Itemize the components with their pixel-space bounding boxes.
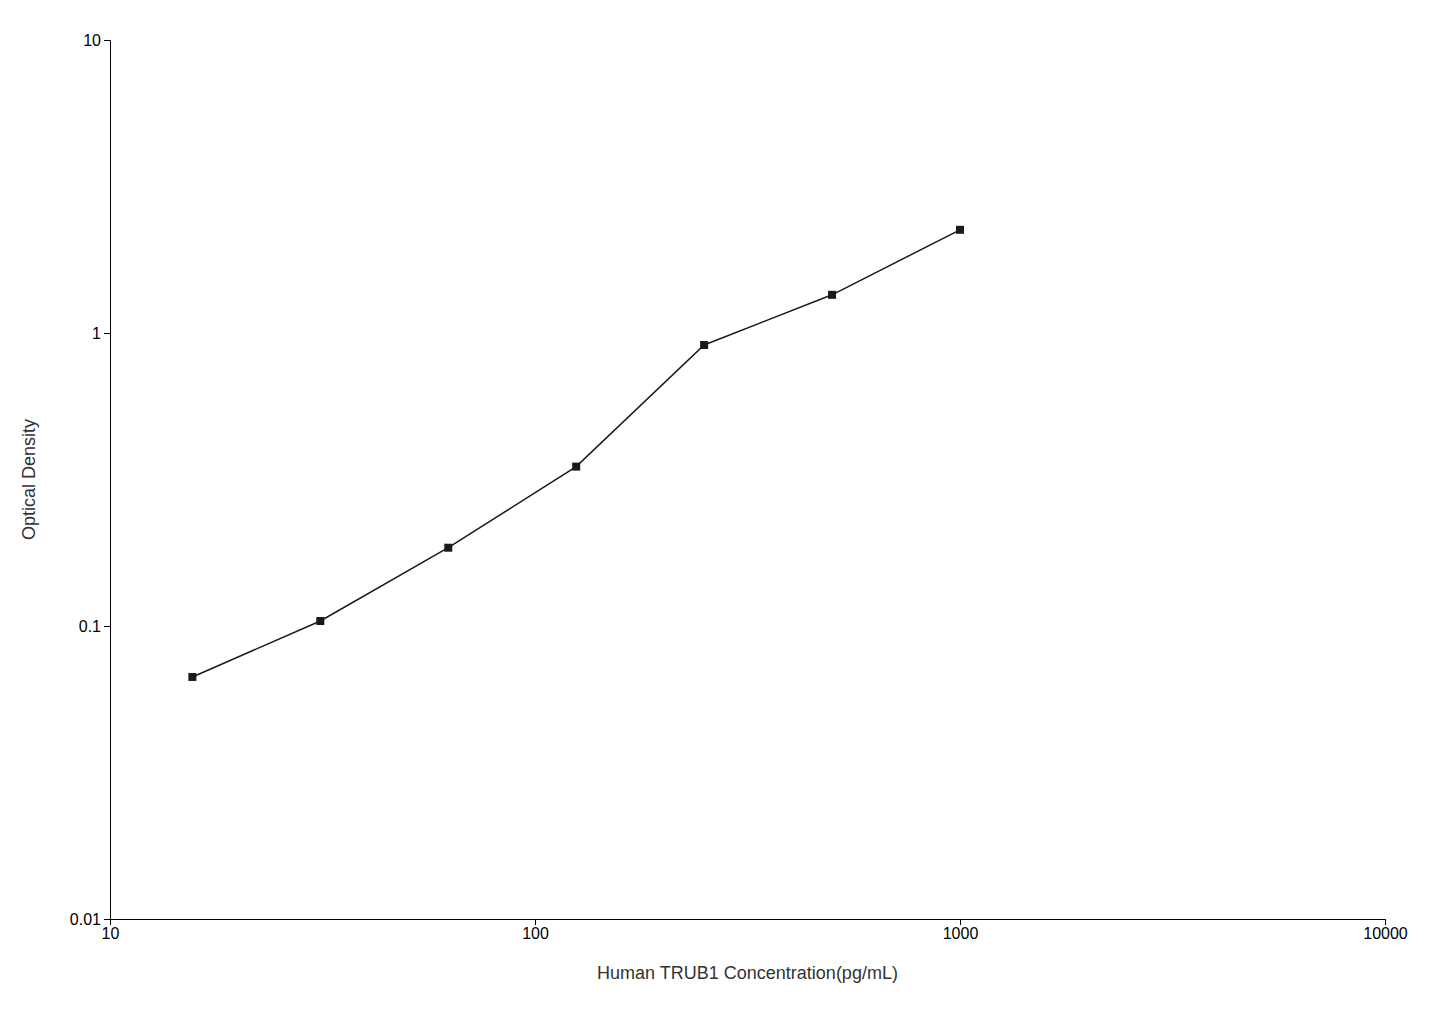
tick-mark xyxy=(104,626,110,627)
tick: 1000 xyxy=(943,919,979,942)
tick-mark xyxy=(104,333,110,334)
x-axis-title: Human TRUB1 Concentration(pg/mL) xyxy=(597,963,898,983)
tick-label: 100 xyxy=(522,925,549,942)
tick-label: 10 xyxy=(102,925,120,942)
chart: 10 100 1000 10000 0.01 0.1 1 10 Human TRUB1 Conc… xyxy=(0,0,1445,1009)
line xyxy=(192,230,960,677)
marker xyxy=(316,617,324,625)
marker xyxy=(572,463,580,471)
marker xyxy=(956,226,964,234)
tick-label: 0.01 xyxy=(70,911,101,928)
marker xyxy=(444,544,452,552)
tick: 10000 xyxy=(1363,919,1408,942)
y-axis-title: Optical Density xyxy=(19,419,39,540)
tick: 1 xyxy=(92,325,110,342)
marker xyxy=(188,673,196,681)
series xyxy=(188,226,964,681)
tick-mark xyxy=(104,919,110,920)
tick-mark xyxy=(535,919,536,925)
marker xyxy=(700,341,708,349)
tick: 100 xyxy=(522,919,549,942)
tick-mark xyxy=(104,40,110,41)
y-axis: 0.01 0.1 1 10 xyxy=(70,32,111,928)
tick: 0.01 xyxy=(70,911,110,928)
axis-line xyxy=(104,41,111,920)
tick-label: 10000 xyxy=(1363,925,1408,942)
marker xyxy=(828,291,836,299)
axis-line xyxy=(111,920,1386,926)
tick: 10 xyxy=(83,32,110,49)
tick-mark xyxy=(1385,919,1386,925)
tick: 10 xyxy=(102,919,120,942)
tick-mark xyxy=(960,919,961,925)
tick-label: 0.1 xyxy=(79,618,101,635)
x-axis: 10 100 1000 10000 xyxy=(102,919,1408,942)
plot: 10 100 1000 10000 0.01 0.1 1 10 xyxy=(70,32,1408,943)
tick-label: 1 xyxy=(92,325,101,342)
tick-label: 1000 xyxy=(943,925,979,942)
tick: 0.1 xyxy=(79,618,110,635)
tick-label: 10 xyxy=(83,32,101,49)
